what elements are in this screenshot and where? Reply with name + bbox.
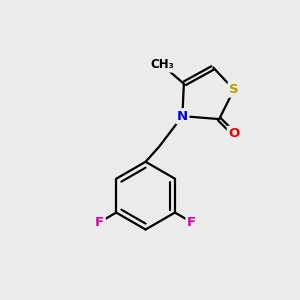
Text: CH₃: CH₃ xyxy=(150,58,174,71)
Text: S: S xyxy=(229,83,239,96)
Text: F: F xyxy=(95,216,104,229)
Text: F: F xyxy=(187,216,196,229)
Text: O: O xyxy=(228,127,239,140)
Text: N: N xyxy=(177,110,188,123)
